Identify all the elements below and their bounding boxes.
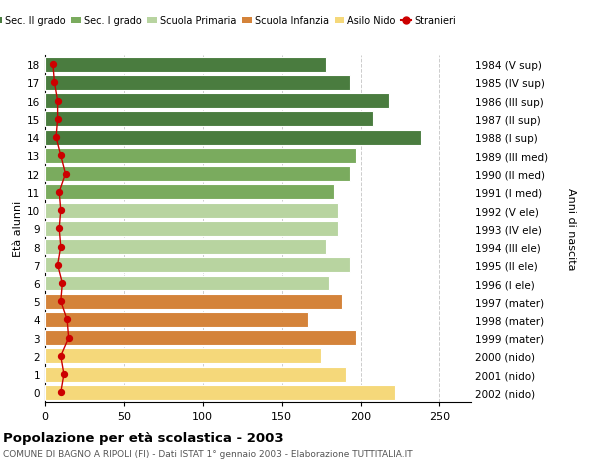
Bar: [45, 349, 321, 364]
Point: [56, 243, 65, 251]
Bar: [45, 112, 373, 127]
Y-axis label: Anni di nascita: Anni di nascita: [566, 188, 577, 270]
Point: [53, 98, 62, 105]
Point: [55, 189, 64, 196]
Point: [53, 116, 62, 123]
Bar: [45, 330, 356, 346]
Point: [56, 152, 65, 160]
Point: [62, 316, 72, 324]
Point: [61, 171, 70, 178]
Bar: [45, 167, 350, 182]
Bar: [45, 76, 350, 91]
Bar: [45, 58, 326, 73]
Bar: [45, 149, 356, 163]
Point: [48, 62, 58, 69]
Legend: Sec. II grado, Sec. I grado, Scuola Primaria, Scuola Infanzia, Asilo Nido, Stran: Sec. II grado, Sec. I grado, Scuola Prim…: [0, 12, 460, 30]
Bar: [45, 276, 329, 291]
Bar: [45, 385, 395, 400]
Bar: [45, 130, 421, 146]
Bar: [45, 294, 341, 309]
Point: [56, 298, 65, 305]
Point: [58, 280, 67, 287]
Point: [56, 353, 65, 360]
Point: [56, 207, 65, 214]
Bar: [45, 185, 334, 200]
Point: [64, 334, 73, 341]
Point: [51, 134, 61, 141]
Bar: [45, 258, 350, 273]
Bar: [45, 203, 338, 218]
Text: Popolazione per età scolastica - 2003: Popolazione per età scolastica - 2003: [3, 431, 284, 444]
Point: [55, 225, 64, 233]
Point: [53, 262, 62, 269]
Y-axis label: Età alunni: Età alunni: [13, 201, 23, 257]
Bar: [45, 240, 326, 254]
Point: [59, 371, 69, 378]
Bar: [45, 94, 389, 109]
Point: [50, 79, 59, 87]
Bar: [45, 312, 308, 327]
Text: COMUNE DI BAGNO A RIPOLI (FI) - Dati ISTAT 1° gennaio 2003 - Elaborazione TUTTIT: COMUNE DI BAGNO A RIPOLI (FI) - Dati IST…: [3, 449, 413, 458]
Bar: [45, 221, 338, 236]
Point: [56, 389, 65, 396]
Bar: [45, 367, 346, 382]
